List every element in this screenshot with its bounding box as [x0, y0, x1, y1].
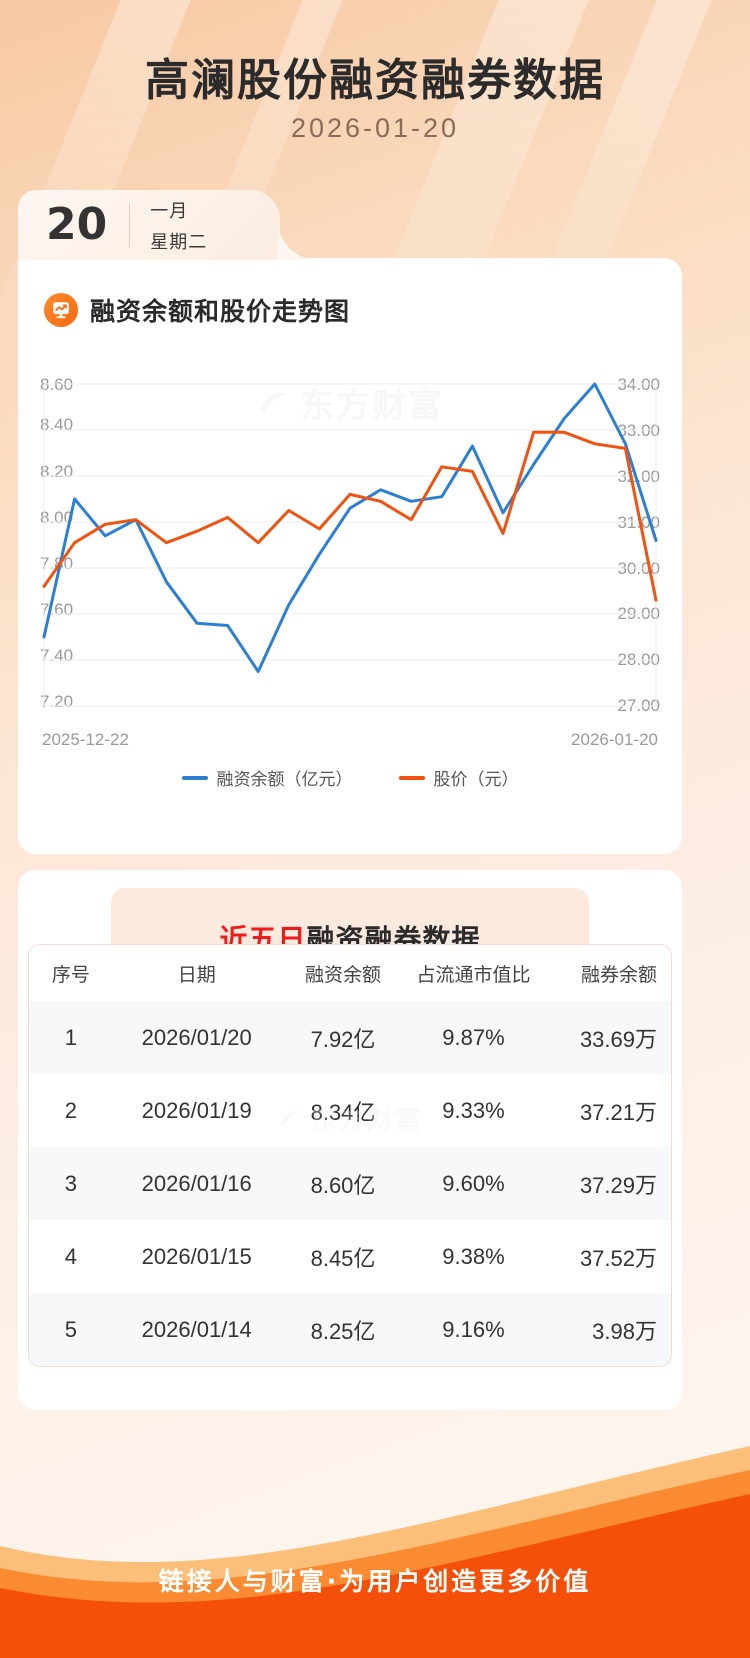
chart-card: 融资余额和股价走势图 东方财富 8.60 8.40 8.20 8.00 7.80…: [18, 258, 682, 854]
footer-wave-graphic: [0, 1446, 750, 1658]
page-header: 高澜股份融资融券数据 2026-01-20: [0, 0, 750, 185]
cell-short: 33.69万: [579, 1026, 657, 1052]
cell-margin: 7.92亿: [310, 1026, 376, 1052]
column-header-pct: 占流通市值比: [416, 964, 531, 986]
chart-section-title: 融资余额和股价走势图: [90, 297, 351, 326]
cell-margin: 8.34亿: [310, 1099, 376, 1125]
cell-date: 2026/01/20: [141, 1024, 252, 1050]
column-header-index: 序号: [51, 964, 90, 986]
cell-date: 2026/01/19: [141, 1097, 252, 1123]
legend-label: 融资余额（亿元）: [216, 770, 353, 789]
table-row[interactable]: 3 2026/01/16 8.60亿 9.60% 37.29万: [29, 1147, 671, 1220]
chart-monitor-icon: [44, 293, 78, 327]
cell-index: 3: [64, 1170, 78, 1196]
table-card: 近五日融资融券数据 序号 日期 融资余额 占流通市值比 融券余额 1 2026/…: [18, 870, 682, 1410]
column-header-margin: 融资余额: [305, 964, 382, 986]
page-footer: 链接人与财富·为用户创造更多价值: [0, 1428, 750, 1658]
date-month: 一月: [150, 200, 189, 221]
page-date-subtitle: 2026-01-20: [290, 113, 460, 143]
legend-item-stock-price[interactable]: 股价（元）: [398, 765, 519, 790]
footer-slogan: 链接人与财富·为用户创造更多价值: [158, 1567, 592, 1596]
x-axis-start-label: 2025-12-22: [42, 730, 129, 749]
cell-date: 2026/01/16: [141, 1170, 252, 1196]
chart-area: 东方财富 8.60 8.40 8.20 8.00 7.80 7.60 7.40 …: [18, 354, 682, 794]
legend-color-swatch: [398, 775, 425, 780]
cell-index: 4: [64, 1243, 78, 1269]
legend-item-margin-balance[interactable]: 融资余额（亿元）: [181, 765, 353, 790]
column-header-date: 日期: [177, 964, 216, 986]
cell-pct: 9.60%: [442, 1170, 505, 1196]
table-row[interactable]: 5 2026/01/14 8.25亿 9.16% 3.98万: [29, 1293, 671, 1366]
table-row[interactable]: 1 2026/01/20 7.92亿 9.87% 33.69万: [29, 1001, 671, 1074]
chart-section-header: 融资余额和股价走势图: [44, 292, 350, 328]
y-left-tick: 8.40: [40, 415, 74, 434]
cell-pct: 9.33%: [442, 1097, 505, 1123]
cell-margin: 8.45亿: [310, 1245, 376, 1271]
page-title: 高澜股份融资融券数据: [145, 55, 605, 106]
cell-pct: 9.38%: [442, 1243, 505, 1269]
legend-color-swatch: [181, 775, 208, 780]
cell-short: 3.98万: [592, 1318, 657, 1344]
cell-short: 37.29万: [579, 1172, 657, 1198]
date-day: 20: [46, 199, 108, 250]
cell-date: 2026/01/15: [141, 1243, 252, 1269]
cell-pct: 9.16%: [442, 1316, 505, 1342]
cell-margin: 8.60亿: [310, 1172, 376, 1198]
date-weekday: 星期二: [150, 231, 208, 252]
table-row[interactable]: 2 2026/01/19 8.34亿 9.33% 37.21万: [29, 1074, 671, 1147]
cell-short: 37.21万: [579, 1099, 657, 1125]
x-axis-end-label: 2026-01-20: [571, 730, 658, 749]
margin-data-table: 序号 日期 融资余额 占流通市值比 融券余额 1 2026/01/20 7.92…: [28, 944, 672, 1367]
table-header-row: 序号 日期 融资余额 占流通市值比 融券余额: [29, 945, 671, 1001]
date-divider: [129, 203, 131, 247]
chart-plot: [42, 382, 658, 707]
cell-date: 2026/01/14: [141, 1316, 252, 1342]
chart-legend: 融资余额（亿元） 股价（元）: [18, 765, 682, 790]
cell-index: 1: [64, 1024, 78, 1050]
column-header-short: 融券余额: [580, 964, 657, 986]
cell-pct: 9.87%: [442, 1024, 505, 1050]
cell-index: 5: [64, 1316, 78, 1342]
date-card: 20 一月 星期二: [18, 190, 318, 260]
legend-label: 股价（元）: [433, 770, 519, 789]
cell-short: 37.52万: [579, 1245, 657, 1271]
cell-index: 2: [64, 1097, 78, 1123]
cell-margin: 8.25亿: [310, 1318, 376, 1344]
table-title-background: [111, 888, 589, 944]
table-row[interactable]: 4 2026/01/15 8.45亿 9.38% 37.52万: [29, 1220, 671, 1293]
